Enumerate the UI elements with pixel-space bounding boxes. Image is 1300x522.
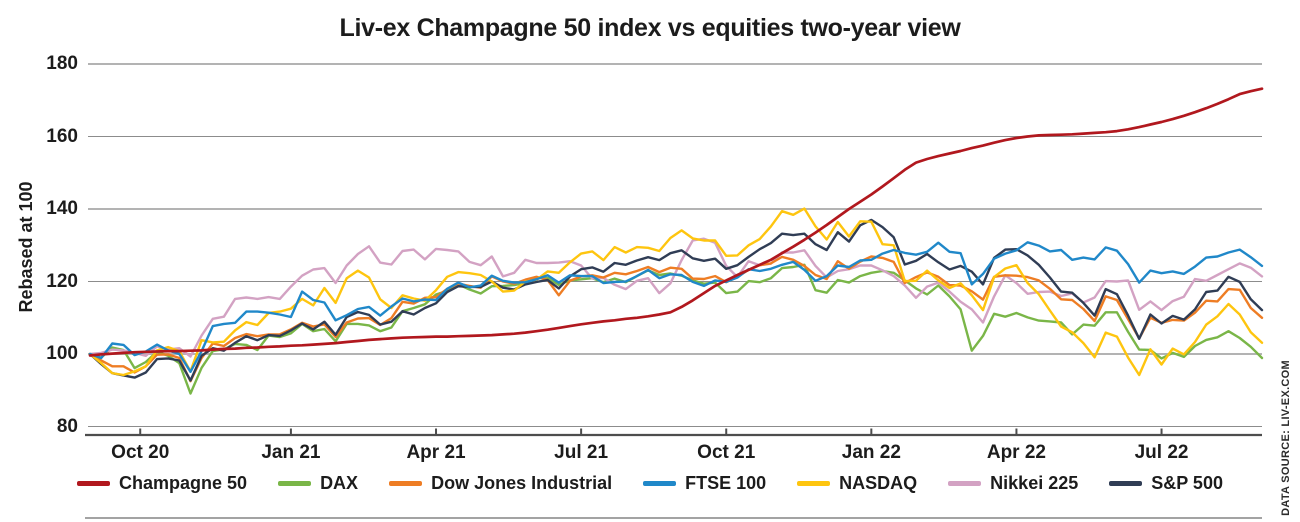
legend-item-champagne-50: Champagne 50 bbox=[77, 473, 247, 494]
series-line-s-p-500 bbox=[88, 218, 1264, 382]
y-tick-label: 140 bbox=[46, 198, 78, 219]
legend-swatch-icon bbox=[948, 481, 982, 486]
legend-swatch-icon bbox=[1109, 481, 1143, 486]
legend-swatch-icon bbox=[278, 481, 312, 486]
x-tick-label: Apr 22 bbox=[986, 442, 1046, 463]
x-tick-label: Jul 22 bbox=[1134, 442, 1189, 463]
chart-title: Liv-ex Champagne 50 index vs equities tw… bbox=[339, 14, 961, 42]
legend-item-nikkei-225: Nikkei 225 bbox=[948, 473, 1078, 494]
x-tick-label: Jan 22 bbox=[841, 442, 901, 463]
bottom-divider bbox=[85, 517, 1262, 519]
x-tick-label: Oct 21 bbox=[697, 442, 756, 463]
x-tick-label: Oct 20 bbox=[111, 442, 170, 463]
series-line-nasdaq bbox=[88, 207, 1264, 377]
chart-legend: Champagne 50 DAX Dow Jones Industrial FT… bbox=[0, 473, 1300, 494]
legend-swatch-icon bbox=[389, 481, 423, 486]
x-tick-label: Jul 21 bbox=[554, 442, 609, 463]
legend-swatch-icon bbox=[797, 481, 831, 486]
series-line-nikkei-225 bbox=[88, 237, 1264, 358]
y-tick-label: 120 bbox=[46, 270, 78, 292]
legend-swatch-icon bbox=[77, 481, 111, 486]
y-tick-label: 180 bbox=[46, 53, 78, 74]
legend-item-sp-500: S&P 500 bbox=[1109, 473, 1223, 494]
x-tick-label: Jan 21 bbox=[261, 442, 321, 463]
legend-item-dow-jones: Dow Jones Industrial bbox=[389, 473, 612, 494]
series-line-ftse-100 bbox=[88, 241, 1264, 373]
x-tick-label: Apr 21 bbox=[406, 442, 466, 463]
legend-item-ftse-100: FTSE 100 bbox=[643, 473, 766, 494]
legend-item-dax: DAX bbox=[278, 473, 358, 494]
series-line-champagne-50 bbox=[88, 87, 1264, 357]
legend-item-nasdaq: NASDAQ bbox=[797, 473, 917, 494]
y-tick-label: 100 bbox=[46, 343, 78, 364]
y-tick-label: 80 bbox=[56, 415, 78, 437]
series-line-dax bbox=[88, 263, 1264, 395]
legend-swatch-icon bbox=[643, 481, 677, 486]
data-source-note: DATA SOURCE: LIV-EX.COM bbox=[1280, 360, 1292, 516]
y-tick-label: 160 bbox=[46, 125, 78, 147]
